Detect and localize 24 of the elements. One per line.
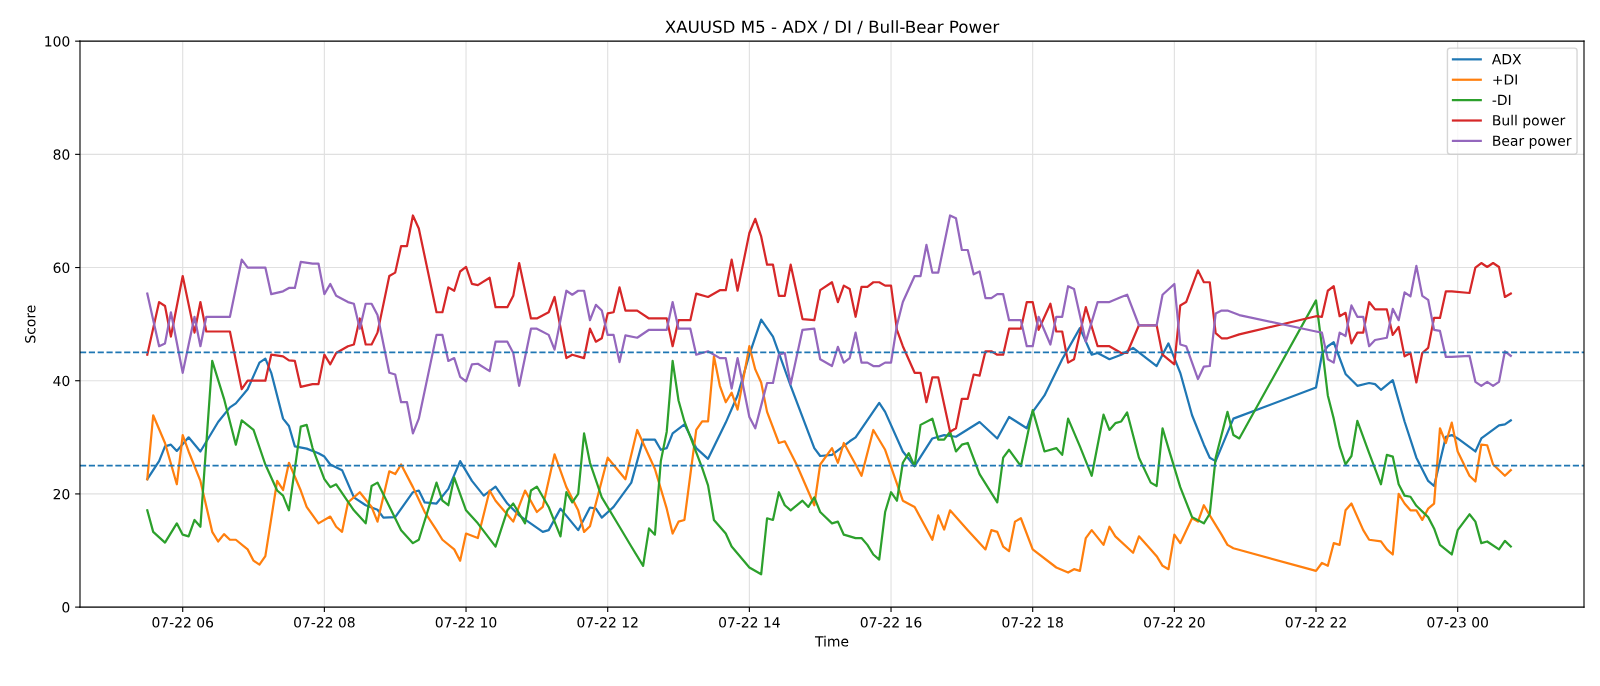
legend-label: +DI [1493,74,1517,85]
y-tick-label: 80 [53,149,70,160]
x-tick-label: 07-22 12 [577,617,638,628]
x-tick-label: 07-22 20 [1144,617,1205,628]
legend-label: ADX [1491,54,1522,65]
x-tick-label: 07-23 00 [1427,617,1488,628]
x-tick-label: 07-22 08 [294,617,355,628]
legend-label: Bear power [1493,135,1572,149]
x-tick-label: 07-22 06 [152,617,214,628]
y-tick-label: 0 [62,602,70,613]
y-axis-title: Score [25,305,36,343]
chart-title: XAUUSD M5 - ADX / DI / Bull-Bear Power [665,20,1000,35]
x-tick-label: 07-22 10 [435,617,497,628]
x-tick-label: 07-22 22 [1285,617,1346,628]
x-tick-label: 07-22 16 [860,617,922,628]
x-axis-title: Time [814,635,849,647]
x-tick-label: 07-22 18 [1002,617,1063,628]
y-tick-label: 100 [45,36,70,47]
legend-label: Bull power [1493,114,1566,129]
legend-label: -DI [1492,94,1511,105]
x-tick-label: 07-22 14 [719,617,780,628]
y-tick-label: 60 [53,262,70,274]
y-tick-label: 20 [53,488,70,500]
y-tick-label: 40 [53,375,70,387]
